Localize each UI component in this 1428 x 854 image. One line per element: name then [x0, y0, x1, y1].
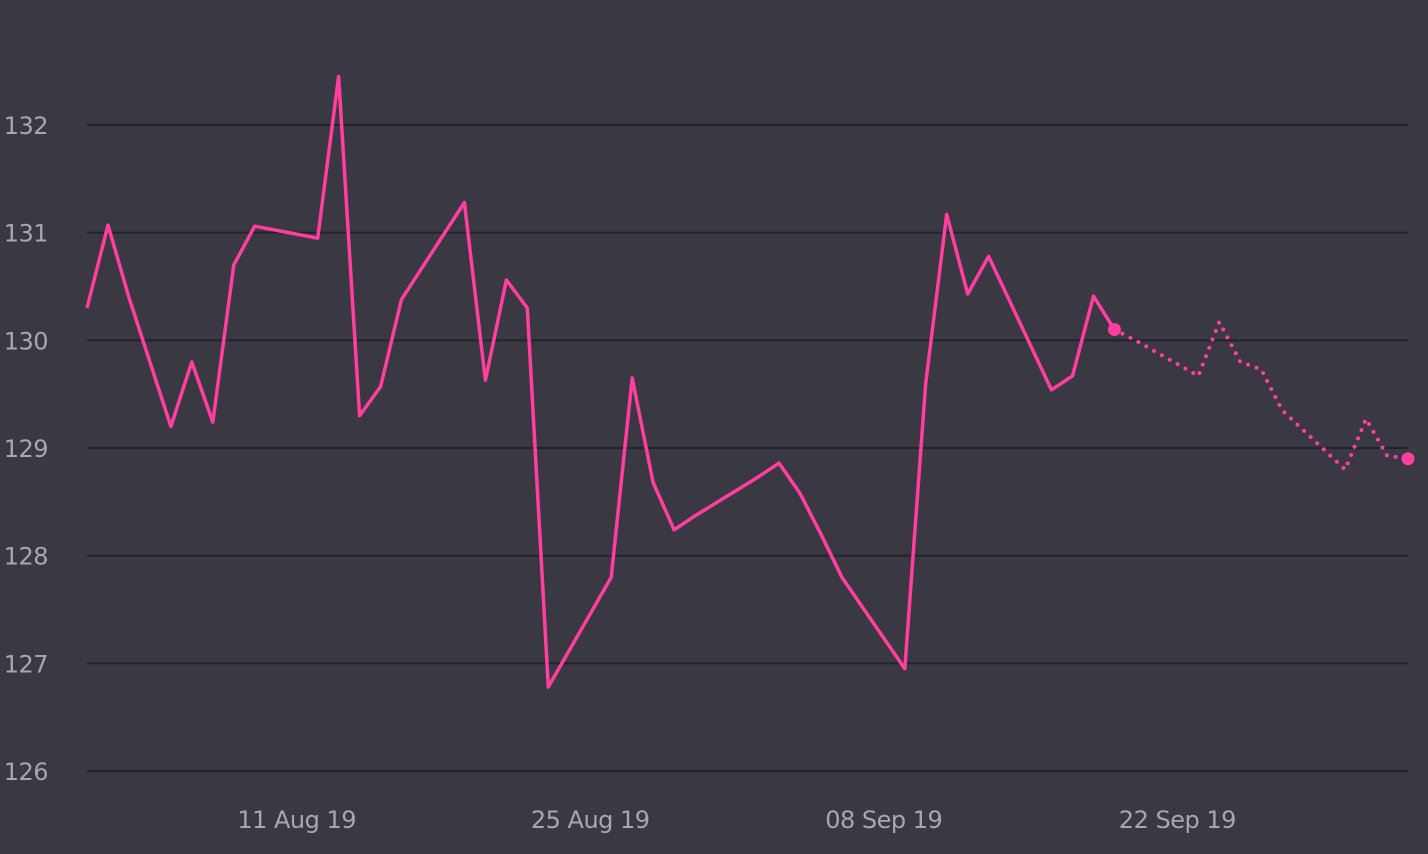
markers [1107, 323, 1415, 466]
x-axis-ticks: 11 Aug 19 25 Aug 19 08 Sep 19 22 Sep 19 [237, 806, 1236, 834]
y-tick-label-127: 127 [4, 650, 48, 678]
data-point-marker-1[interactable] [1107, 323, 1121, 337]
y-tick-label-132: 132 [4, 112, 48, 140]
gridlines [87, 124, 1408, 772]
data-point-marker-2[interactable] [1401, 452, 1415, 466]
x-tick-label-2019-09-22: 22 Sep 19 [1119, 806, 1236, 834]
series-line-dotted [1112, 320, 1410, 472]
y-tick-label-129: 129 [4, 435, 48, 463]
y-tick-label-131: 131 [4, 220, 48, 248]
series-line-solid [85, 74, 1116, 689]
y-tick-label-130: 130 [4, 327, 48, 355]
series [85, 74, 1410, 689]
x-tick-label-2019-09-08: 08 Sep 19 [825, 806, 942, 834]
x-tick-label-2019-08-25: 25 Aug 19 [531, 806, 650, 834]
y-tick-label-126: 126 [4, 758, 48, 786]
y-axis-ticks: 126 127 128 129 130 131 132 [4, 112, 49, 786]
y-tick-label-128: 128 [4, 543, 48, 571]
x-tick-label-2019-08-11: 11 Aug 19 [237, 806, 356, 834]
